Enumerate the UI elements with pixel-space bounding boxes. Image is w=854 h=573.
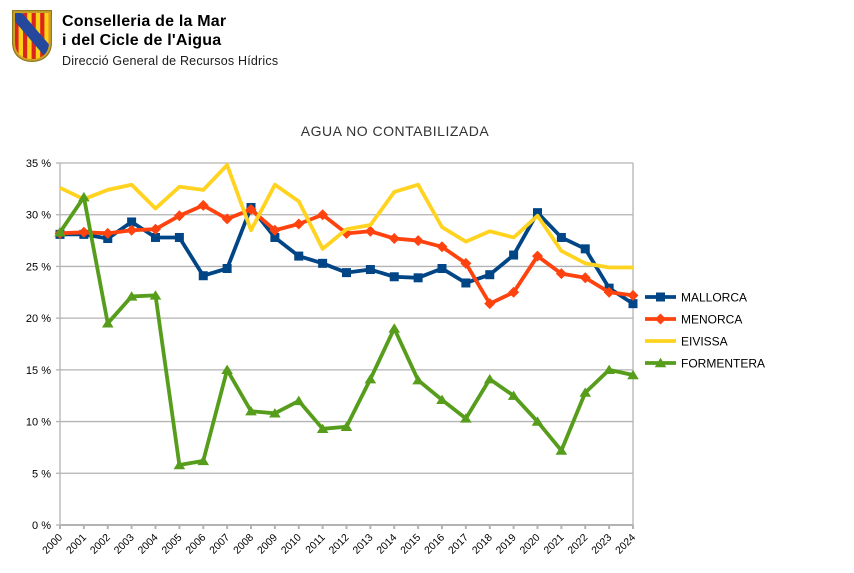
org-name-line2: i del Cicle de l'Aigua xyxy=(62,32,222,49)
series-formentera xyxy=(54,191,639,470)
svg-text:EIVISSA: EIVISSA xyxy=(681,335,728,349)
svg-text:20 %: 20 % xyxy=(26,313,51,325)
svg-text:2003: 2003 xyxy=(112,532,137,557)
x-axis-labels: 2000200120022003200420052006200720082009… xyxy=(40,532,638,557)
svg-text:2018: 2018 xyxy=(470,532,495,557)
svg-text:2000: 2000 xyxy=(40,532,65,557)
svg-text:2002: 2002 xyxy=(88,532,113,557)
svg-text:2016: 2016 xyxy=(422,532,447,557)
shield-gold-border xyxy=(12,10,52,62)
svg-text:5 %: 5 % xyxy=(32,468,51,480)
svg-text:35 %: 35 % xyxy=(26,158,51,170)
org-name-line1: Conselleria de la Mar xyxy=(62,13,227,30)
legend-item-mallorca: MALLORCA xyxy=(645,291,747,305)
series-mallorca xyxy=(55,202,638,309)
series-menorca xyxy=(54,199,639,310)
shield-outline xyxy=(12,10,52,62)
svg-text:2011: 2011 xyxy=(303,532,328,557)
svg-text:15 %: 15 % xyxy=(26,365,51,377)
shield-stripes xyxy=(13,11,51,61)
svg-text:2001: 2001 xyxy=(64,532,89,557)
svg-text:2006: 2006 xyxy=(183,532,208,557)
svg-text:2007: 2007 xyxy=(207,532,232,557)
svg-text:2012: 2012 xyxy=(327,532,352,557)
chart-title: AGUA NO CONTABILIZADA xyxy=(300,123,490,139)
legend-item-eivissa: EIVISSA xyxy=(645,335,728,349)
svg-text:2020: 2020 xyxy=(518,532,543,557)
legend-item-menorca: MENORCA xyxy=(645,313,742,327)
svg-text:2013: 2013 xyxy=(350,532,375,557)
svg-text:25 %: 25 % xyxy=(26,261,51,273)
svg-text:30 %: 30 % xyxy=(26,210,51,222)
svg-text:10 %: 10 % xyxy=(26,417,51,429)
svg-text:2004: 2004 xyxy=(136,532,161,557)
series-eivissa xyxy=(59,163,633,270)
govern-balears-logo-icon xyxy=(12,10,52,62)
svg-text:2015: 2015 xyxy=(398,532,423,557)
plot-grid xyxy=(56,162,634,529)
header-text: Conselleria de la Mar i del Cicle de l'A… xyxy=(62,10,278,68)
svg-text:2017: 2017 xyxy=(446,532,471,557)
svg-text:2024: 2024 xyxy=(613,532,638,557)
svg-text:2021: 2021 xyxy=(541,532,566,557)
department-name: Direcció General de Recursos Hídrics xyxy=(62,54,279,68)
header: Conselleria de la Mar i del Cicle de l'A… xyxy=(12,10,278,68)
svg-text:2014: 2014 xyxy=(374,532,399,557)
y-axis-labels: 0 % 5 % 10 % 15 % 20 % 25 % 30 % 35 % xyxy=(26,158,51,532)
svg-text:MALLORCA: MALLORCA xyxy=(681,291,747,305)
svg-text:FORMENTERA: FORMENTERA xyxy=(681,357,765,371)
svg-text:2008: 2008 xyxy=(231,532,256,557)
legend-item-formentera: FORMENTERA xyxy=(645,357,765,371)
svg-text:2005: 2005 xyxy=(159,532,184,557)
legend: MALLORCA MENORCA EIVISSA FORMENTERA xyxy=(645,291,765,371)
svg-text:2009: 2009 xyxy=(255,532,280,557)
svg-text:0 %: 0 % xyxy=(32,520,51,532)
svg-text:2023: 2023 xyxy=(589,532,614,557)
shield-blue-band xyxy=(13,11,51,58)
svg-text:2022: 2022 xyxy=(565,532,590,557)
svg-text:2010: 2010 xyxy=(279,532,304,557)
svg-text:MENORCA: MENORCA xyxy=(681,313,742,327)
svg-text:2019: 2019 xyxy=(494,532,519,557)
